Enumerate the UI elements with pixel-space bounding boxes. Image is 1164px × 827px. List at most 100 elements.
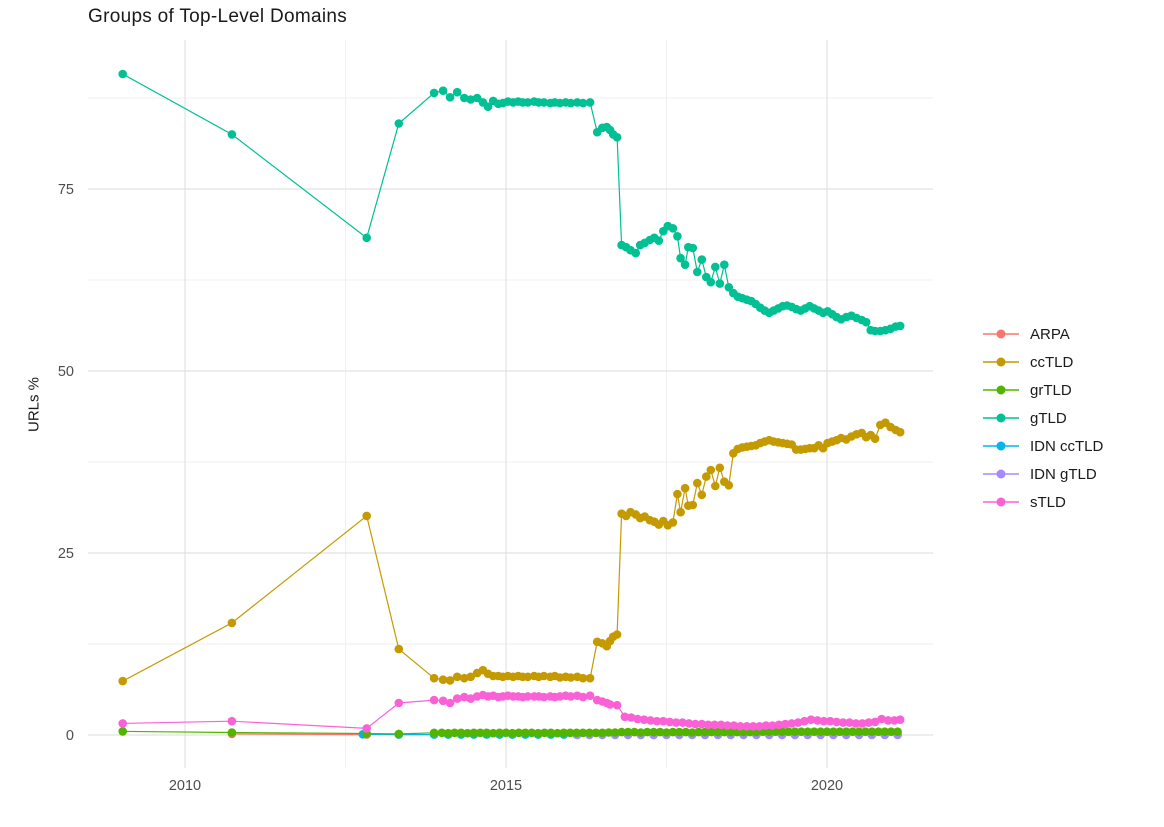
data-point-grtld [655, 727, 665, 737]
data-point-stld [742, 722, 752, 731]
data-point-stld [118, 719, 127, 728]
y-tick-label: 50 [58, 364, 74, 380]
data-point-cctld [566, 673, 576, 682]
data-point-cctld [452, 672, 462, 682]
data-point-grtld [687, 728, 697, 737]
data-point-grtld [610, 728, 620, 737]
data-point-gtld [566, 98, 576, 108]
data-point-cctld [706, 465, 716, 475]
data-point-cctld [702, 472, 711, 481]
data-point-grtld [476, 728, 485, 738]
legend-item-idn-cctld: IDN ccTLD [982, 432, 1103, 460]
legend-item-arpa: ARPA [982, 320, 1103, 348]
data-point-grtld [540, 728, 549, 738]
data-point-stld [774, 720, 784, 730]
data-point-grtld [803, 727, 812, 736]
data-point-grtld [675, 727, 684, 737]
legend-label-gtld: gTLD [1030, 409, 1067, 427]
data-point-stld [445, 698, 455, 708]
data-point-grtld [886, 727, 896, 736]
data-point-stld [781, 719, 790, 729]
data-point-gtld [693, 267, 702, 277]
data-point-stld [691, 719, 700, 729]
data-point-gtld [688, 243, 698, 253]
data-point-grtld [893, 727, 902, 736]
data-point-grtld [565, 728, 575, 738]
data-point-cctld [870, 434, 880, 444]
data-point-gtld [720, 260, 729, 270]
data-point-cctld [724, 481, 734, 490]
data-point-stld [761, 721, 771, 730]
data-point-stld [620, 712, 630, 722]
data-point-stld [838, 718, 848, 727]
data-point-stld [639, 715, 649, 724]
data-point-cctld [227, 618, 237, 628]
data-point-grtld [469, 728, 479, 738]
data-point-cctld [585, 673, 595, 683]
data-point-gtld [452, 87, 462, 97]
legend-item-stld: sTLD [982, 488, 1103, 516]
data-point-stld [813, 716, 822, 725]
data-point-stld [832, 717, 841, 727]
data-point-cctld [394, 644, 404, 654]
data-point-stld [755, 722, 764, 731]
data-point-grtld [429, 728, 439, 738]
series-line-gtld [122, 73, 901, 332]
data-point-cctld [429, 673, 439, 683]
data-point-stld [659, 716, 668, 726]
data-point-stld [684, 719, 694, 728]
data-point-cctld [523, 672, 533, 682]
data-point-stld [612, 700, 622, 710]
data-point-stld [539, 692, 549, 702]
data-point-gtld [362, 233, 372, 243]
data-point-stld [845, 718, 854, 727]
data-point-cctld [895, 427, 905, 437]
data-point-grtld [874, 727, 883, 736]
data-point-grtld [521, 728, 530, 738]
data-point-stld [362, 724, 372, 733]
data-point-cctld [680, 483, 690, 493]
data-point-cctld [688, 500, 698, 510]
data-point-stld [678, 718, 687, 727]
legend-key-icon [983, 469, 1019, 479]
data-point-gtld [539, 98, 549, 107]
data-point-grtld [784, 727, 793, 736]
data-point-grtld [668, 727, 678, 737]
data-point-stld [883, 716, 893, 725]
data-point-grtld [777, 727, 787, 736]
data-point-cctld [697, 490, 707, 500]
data-point-grtld [713, 727, 723, 737]
data-point-gtld [445, 93, 455, 102]
y-tick-label: 75 [58, 182, 74, 198]
series-line-arpa [231, 733, 367, 736]
data-point-stld [585, 691, 595, 700]
data-point-stld [523, 692, 533, 701]
data-point-stld [671, 718, 681, 727]
legend-key-icon [983, 441, 1019, 451]
data-point-stld [605, 700, 615, 709]
data-point-stld [566, 692, 576, 701]
data-point-grtld [585, 728, 594, 738]
data-point-stld [787, 719, 796, 728]
legend: ARPA ccTLD grTLD gTLD IDN ccTLD IDN gTLD sTLD [982, 320, 1103, 516]
data-point-gtld [118, 69, 127, 79]
data-point-gtld [438, 86, 448, 95]
data-point-gtld [680, 260, 690, 270]
data-point-gtld [631, 248, 640, 258]
data-point-grtld [848, 727, 857, 736]
data-point-gtld [654, 236, 664, 245]
legend-item-grtld: grTLD [982, 376, 1103, 404]
data-point-grtld [501, 728, 511, 738]
data-point-gtld [429, 88, 439, 98]
legend-key-icon [983, 385, 1019, 395]
data-point-gtld [715, 279, 725, 288]
data-point-grtld [533, 728, 543, 738]
data-point-stld [665, 717, 674, 727]
data-point-grtld [623, 727, 633, 737]
data-point-cctld [673, 489, 682, 499]
data-point-stld [768, 721, 777, 730]
legend-label-arpa: ARPA [1030, 325, 1070, 343]
data-point-cctld [362, 511, 372, 521]
data-point-stld [851, 719, 861, 728]
